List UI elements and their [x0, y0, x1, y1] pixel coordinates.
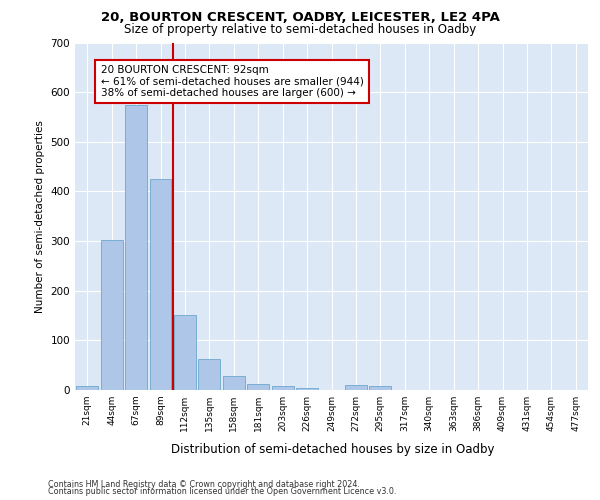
- Bar: [125, 104, 147, 390]
- Bar: [149, 179, 172, 390]
- Text: 20 BOURTON CRESCENT: 92sqm
← 61% of semi-detached houses are smaller (944)
38% o: 20 BOURTON CRESCENT: 92sqm ← 61% of semi…: [101, 65, 364, 98]
- Bar: [247, 384, 269, 390]
- Y-axis label: Number of semi-detached properties: Number of semi-detached properties: [35, 120, 45, 312]
- Text: Contains HM Land Registry data © Crown copyright and database right 2024.: Contains HM Land Registry data © Crown c…: [48, 480, 360, 489]
- Bar: [272, 386, 293, 390]
- Text: Size of property relative to semi-detached houses in Oadby: Size of property relative to semi-detach…: [124, 22, 476, 36]
- Bar: [296, 388, 318, 390]
- Text: Distribution of semi-detached houses by size in Oadby: Distribution of semi-detached houses by …: [171, 442, 495, 456]
- Bar: [370, 386, 391, 390]
- Bar: [76, 386, 98, 390]
- Bar: [174, 314, 196, 390]
- Bar: [345, 385, 367, 390]
- Bar: [199, 359, 220, 390]
- Text: 20, BOURTON CRESCENT, OADBY, LEICESTER, LE2 4PA: 20, BOURTON CRESCENT, OADBY, LEICESTER, …: [101, 11, 499, 24]
- Bar: [223, 376, 245, 390]
- Bar: [101, 240, 122, 390]
- Text: Contains public sector information licensed under the Open Government Licence v3: Contains public sector information licen…: [48, 487, 397, 496]
